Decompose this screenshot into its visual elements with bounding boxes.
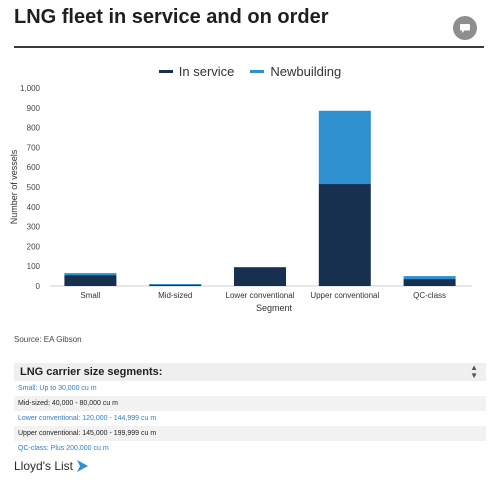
legend-item-in-service[interactable]: In service: [158, 64, 235, 79]
y-axis-title: Number of vessels: [9, 149, 19, 224]
brand-name: Lloyd's List: [14, 459, 73, 473]
x-tick-label: QC-class: [413, 291, 446, 300]
legend-swatch-newbuilding: [250, 70, 265, 73]
bar-in-service: [403, 279, 456, 286]
legend-label-in-service: In service: [178, 64, 235, 79]
chart-source: Source: EA Gibson: [14, 335, 82, 344]
segments-list: Small: Up to 30,000 cu m Mid-sized: 40,0…: [14, 381, 486, 456]
segment-row-upper-conventional: Upper conventional: 145,000 - 199,999 cu…: [14, 426, 486, 441]
x-tick-label: Lower conventional: [226, 291, 295, 300]
segment-text: Mid-sized: 40,000 - 80,000 cu m: [18, 400, 118, 407]
bar-newbuilding: [64, 273, 117, 276]
bar-newbuilding: [318, 110, 371, 185]
x-axis-title: Segment: [256, 303, 293, 313]
segment-text: QC-class: Plus 200,000 cu m: [18, 445, 109, 452]
x-tick-label: Upper conventional: [310, 291, 379, 300]
chart-legend: In service Newbuilding: [0, 64, 500, 79]
y-tick-label: 1,000: [20, 84, 41, 93]
y-tick-label: 300: [27, 223, 41, 232]
brand: Lloyd's List: [14, 459, 89, 473]
y-tick-label: 800: [27, 124, 41, 133]
y-tick-label: 900: [27, 104, 41, 113]
bar-in-service: [64, 275, 117, 286]
bar-in-service: [234, 267, 286, 286]
bar-in-service: [318, 184, 371, 286]
y-tick-label: 600: [27, 163, 41, 172]
legend-item-newbuilding[interactable]: Newbuilding: [250, 64, 341, 79]
segments-title: LNG carrier size segments:: [20, 366, 163, 378]
y-tick-label: 200: [27, 242, 41, 251]
y-tick-label: 700: [27, 143, 41, 152]
segment-row-mid-sized: Mid-sized: 40,000 - 80,000 cu m: [14, 396, 486, 411]
title-divider: [14, 46, 484, 48]
segment-row-qc-class: QC-class: Plus 200,000 cu m: [14, 441, 486, 456]
segment-text: Lower conventional: 120,000 - 144,999 cu…: [18, 415, 157, 422]
y-tick-label: 100: [27, 262, 41, 271]
legend-swatch-in-service: [158, 70, 173, 73]
lloyds-list-logo-icon: [77, 460, 88, 472]
segment-text: Upper conventional: 145,000 - 199,999 cu…: [18, 430, 157, 437]
y-tick-label: 400: [27, 203, 41, 212]
comment-button[interactable]: [453, 16, 477, 40]
segment-row-lower-conventional: Lower conventional: 120,000 - 144,999 cu…: [14, 411, 486, 426]
page-title: LNG fleet in service and on order: [14, 6, 329, 28]
y-tick-label: 500: [27, 183, 41, 192]
segment-text: Small: Up to 30,000 cu m: [18, 385, 97, 392]
bar-newbuilding: [149, 284, 202, 286]
segment-row-small: Small: Up to 30,000 cu m: [14, 381, 486, 396]
x-tick-label: Small: [80, 291, 100, 300]
segments-header[interactable]: LNG carrier size segments: ▲ ▼: [14, 363, 486, 381]
legend-label-newbuilding: Newbuilding: [270, 64, 342, 79]
x-tick-label: Mid-sized: [158, 291, 192, 300]
bar-in-service: [149, 285, 202, 287]
sort-arrows-icon[interactable]: ▲ ▼: [470, 363, 478, 380]
comment-icon: [460, 23, 470, 33]
bar-newbuilding: [403, 276, 456, 280]
y-tick-label: 0: [36, 282, 41, 291]
bar-chart: 0 100 200 300 400 500 600 700 800 900 1,000 Small Mi…: [9, 84, 472, 313]
